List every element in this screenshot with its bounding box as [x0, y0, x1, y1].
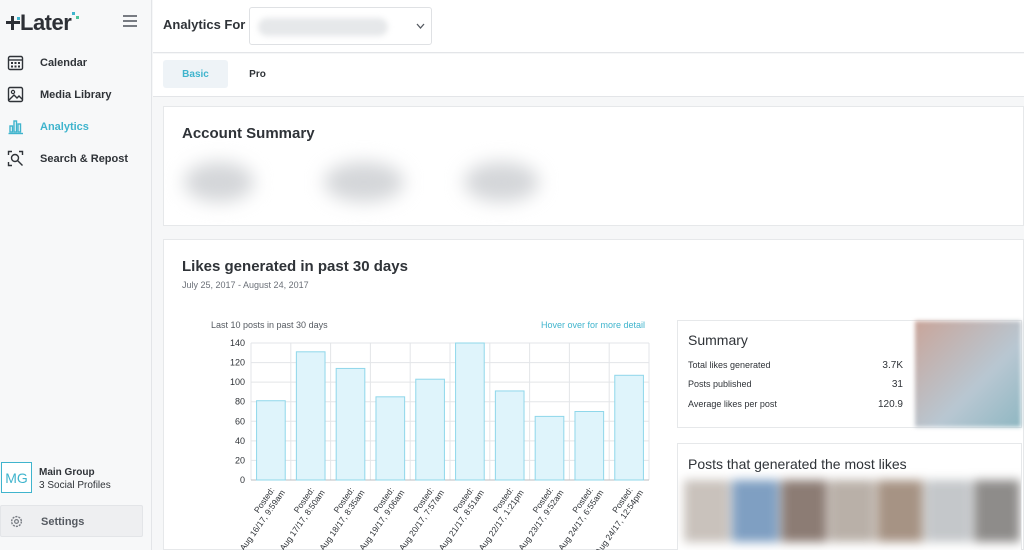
sidebar-item-media-library[interactable]: Media Library [0, 80, 152, 110]
group-avatar: MG [1, 462, 32, 493]
summary-row-value: 120.9 [877, 399, 903, 410]
sidebar-item-analytics[interactable]: Analytics [0, 112, 152, 142]
sidebar-item-label: Calendar [40, 57, 88, 69]
tab-bar: Basic Pro [153, 54, 1024, 97]
chart-caption: Last 10 posts in past 30 days [211, 320, 328, 330]
logo-dots-icon [72, 12, 80, 19]
chart-bar [574, 411, 605, 481]
group-profile-count: 3 Social Profiles [39, 480, 111, 491]
chart-bar [415, 378, 445, 481]
summary-row-label: Total likes generated [688, 360, 771, 370]
y-tick-label: 40 [235, 436, 245, 446]
sidebar-item-calendar[interactable]: Calendar [0, 48, 152, 78]
account-select[interactable] [249, 7, 432, 45]
gear-icon [10, 515, 23, 528]
blurred-top-posts[interactable] [684, 480, 1020, 542]
likes-date-range: July 25, 2017 - August 24, 2017 [182, 280, 309, 290]
likes-card: Likes generated in past 30 days July 25,… [163, 239, 1024, 550]
search-repost-icon [7, 150, 24, 167]
settings-label: Settings [41, 516, 85, 528]
likes-bar-chart: 0 20 40 60 80 100 120 140 Posted:Aug 16/17, 9:59… [229, 338, 650, 550]
y-tick-label: 120 [230, 358, 245, 368]
y-tick-label: 140 [230, 338, 245, 348]
summary-row: Total likes generated 3.7K [688, 360, 903, 371]
calendar-icon [7, 55, 24, 71]
y-tick-label: 0 [240, 475, 245, 485]
sidebar: Later Calendar Media Library Analytics S… [0, 0, 152, 550]
summary-row: Average likes per post 120.9 [688, 399, 903, 410]
tab-basic[interactable]: Basic [163, 60, 228, 88]
chevron-down-icon [416, 23, 425, 29]
summary-panel: Summary Total likes generated 3.7K Posts… [677, 320, 1022, 428]
summary-row-value: 3.7K [882, 360, 903, 371]
summary-title: Summary [688, 332, 748, 348]
chart-bar [494, 390, 525, 481]
sidebar-item-search-repost[interactable]: Search & Repost [0, 144, 152, 174]
sidebar-item-label: Media Library [40, 89, 112, 101]
sidebar-item-label: Analytics [40, 121, 89, 133]
top-bar: Analytics For [153, 0, 1024, 53]
logo-text: Later [20, 10, 72, 35]
summary-row-value: 31 [891, 379, 903, 390]
chart-bar [256, 400, 286, 481]
y-tick-label: 60 [235, 416, 245, 426]
likes-title: Likes generated in past 30 days [182, 258, 408, 275]
logo-mark-icon [6, 16, 20, 30]
blurred-stat [324, 162, 404, 202]
chart-bar [534, 415, 565, 481]
top-posts-panel: Posts that generated the most likes [677, 443, 1022, 550]
group-switcher[interactable]: MG Main Group 3 Social Profiles [0, 460, 152, 496]
x-tick-label: Posted:Aug 16/17, 9:59am [229, 482, 287, 550]
analytics-for-label: Analytics For [163, 17, 246, 32]
summary-row: Posts published 31 [688, 379, 903, 390]
group-name: Main Group [39, 467, 95, 478]
summary-row-label: Posts published [688, 379, 752, 389]
sidebar-item-label: Search & Repost [40, 153, 129, 165]
chart-bar [295, 351, 326, 481]
top-posts-title: Posts that generated the most likes [688, 456, 907, 472]
account-summary-title: Account Summary [182, 125, 315, 142]
blurred-stat [464, 162, 539, 202]
y-tick-label: 100 [230, 377, 245, 387]
y-tick-label: 20 [235, 455, 245, 465]
summary-row-label: Average likes per post [688, 399, 777, 409]
chart-bar [614, 374, 644, 481]
blurred-post-thumbnail[interactable] [915, 321, 1021, 427]
later-logo[interactable]: Later [6, 10, 80, 36]
tab-pro[interactable]: Pro [249, 68, 266, 80]
blurred-account-name [258, 18, 388, 36]
chart-bar [375, 396, 406, 481]
hamburger-menu-icon[interactable] [123, 15, 137, 27]
y-tick-label: 80 [235, 397, 245, 407]
bar-chart-icon [8, 120, 23, 135]
account-summary-card: Account Summary [163, 106, 1024, 226]
image-icon [7, 86, 24, 103]
chart-bar [455, 342, 485, 481]
hover-detail-hint[interactable]: Hover over for more detail [541, 320, 646, 330]
blurred-stat [184, 162, 254, 202]
chart-bar [335, 367, 366, 481]
settings-button[interactable]: Settings [0, 505, 143, 537]
